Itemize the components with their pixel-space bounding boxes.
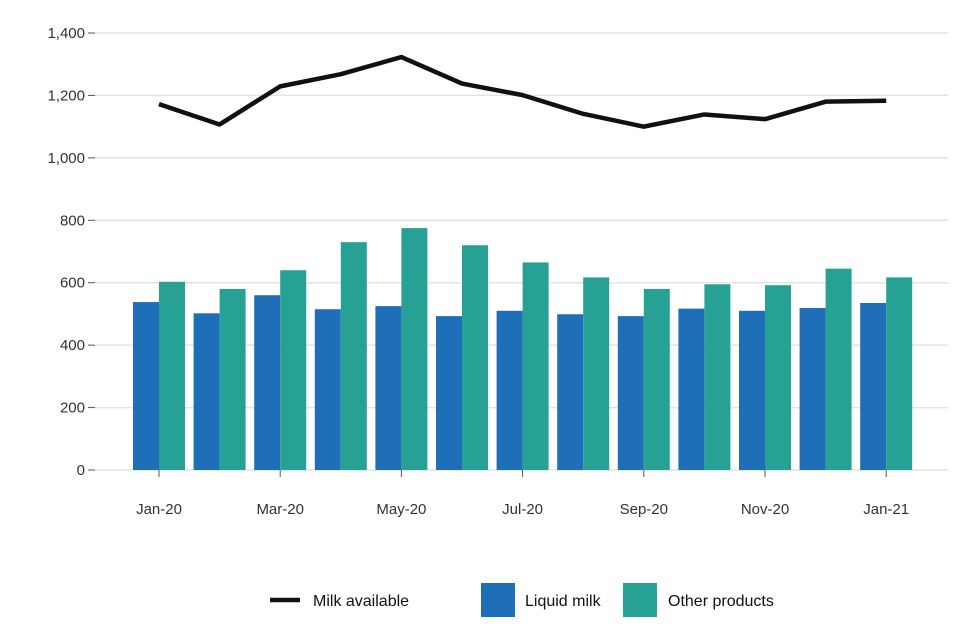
liquid-milk-bar (375, 306, 402, 470)
y-tick-label: 1,400 (47, 25, 85, 42)
y-tick-label: 400 (60, 337, 85, 354)
y-tick-label: 0 (77, 462, 85, 479)
lines (158, 54, 887, 129)
legend-swatch-other-products (623, 583, 657, 617)
legend-label: Liquid milk (525, 593, 602, 610)
liquid-milk-bar (254, 295, 281, 470)
legend: Milk available Liquid milk Other products (270, 583, 774, 617)
other-products-bar (401, 228, 428, 470)
other-products-bar (825, 268, 852, 470)
x-tick-label: Jan-21 (863, 501, 909, 518)
y-tick-label: 800 (60, 212, 85, 229)
axes: 0 200 400 600 800 1,000 1,200 1,400 Jan-20 Mar-20… (47, 25, 909, 518)
other-products-bar (280, 270, 307, 470)
liquid-milk-bar (739, 310, 765, 470)
other-products-bar (159, 281, 185, 470)
liquid-milk-bar (496, 310, 523, 470)
liquid-milk-bar (557, 314, 584, 470)
legend-label: Milk available (313, 593, 409, 610)
y-tick-label: 1,200 (47, 87, 85, 104)
liquid-milk-bar (860, 303, 887, 470)
liquid-milk-bar (678, 308, 705, 470)
other-products-bar (704, 284, 731, 470)
other-products-bar (219, 288, 246, 470)
other-products-bar (462, 245, 488, 470)
other-products-bar (765, 285, 791, 470)
other-products-bar (583, 277, 610, 470)
other-products-bar (643, 288, 670, 470)
liquid-milk-bar (617, 316, 644, 470)
liquid-milk-bar (193, 313, 220, 470)
legend-label: Other products (668, 593, 774, 610)
y-tick-label: 200 (60, 400, 85, 417)
y-tick-label: 600 (60, 275, 85, 292)
liquid-milk-bar (799, 307, 826, 470)
y-tick-label: 1,000 (47, 150, 85, 167)
other-products-bar (522, 262, 549, 470)
other-products-bar (340, 242, 367, 470)
x-tick-label: Nov-20 (741, 501, 789, 518)
x-tick-label: Jan-20 (136, 501, 182, 518)
x-tick-label: May-20 (376, 501, 426, 518)
legend-swatch-liquid-milk (481, 583, 515, 617)
liquid-milk-bar (133, 302, 159, 470)
x-tick-label: Sep-20 (620, 501, 668, 518)
other-products-bar (886, 277, 913, 470)
bars (133, 228, 913, 470)
liquid-milk-bar (314, 309, 341, 470)
x-tick-label: Jul-20 (502, 501, 543, 518)
x-tick-label: Mar-20 (256, 501, 304, 518)
milk-available-line (158, 54, 887, 129)
liquid-milk-bar (436, 316, 462, 470)
